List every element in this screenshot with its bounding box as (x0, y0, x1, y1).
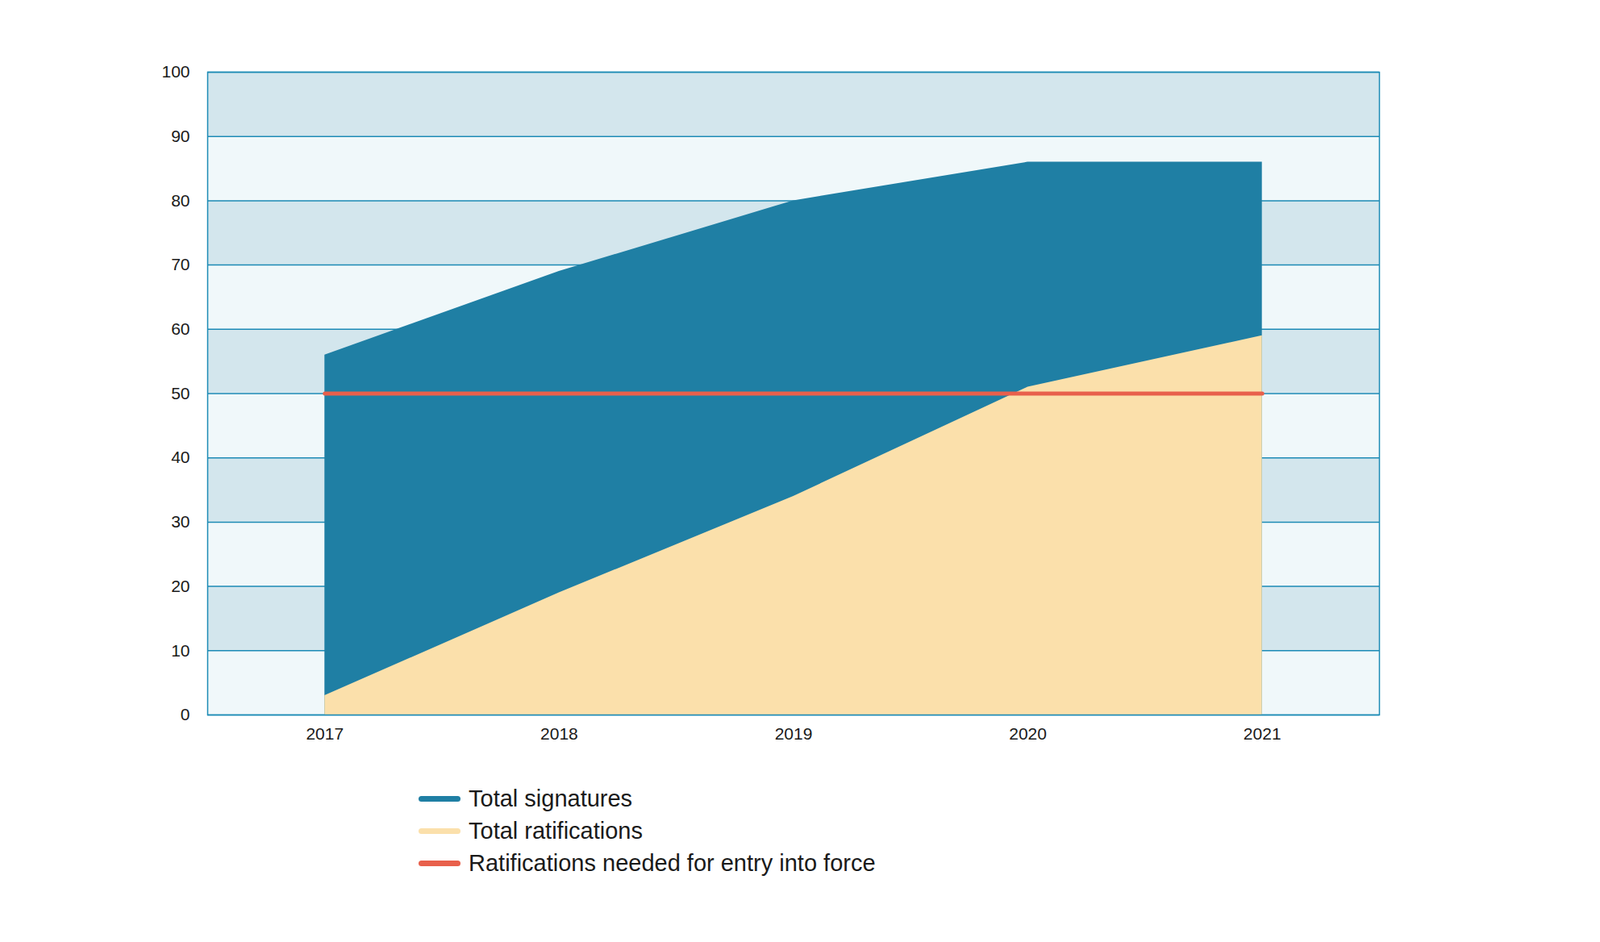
svg-text:40: 40 (170, 447, 190, 467)
svg-text:0: 0 (180, 704, 191, 724)
svg-text:2019: 2019 (775, 724, 813, 743)
svg-text:50: 50 (170, 383, 190, 403)
html-text:Total signatures: Total signatures (468, 785, 633, 811)
svg-text:2020: 2020 (1008, 724, 1047, 743)
svg-text:70: 70 (170, 254, 190, 274)
svg-text:80: 80 (170, 191, 190, 210)
svg-text:100: 100 (161, 62, 190, 81)
svg-text:60: 60 (170, 319, 190, 338)
svg-text:90: 90 (170, 126, 190, 146)
svg-text:2017: 2017 (305, 724, 344, 743)
html-text:Total ratifications: Total ratifications (468, 817, 643, 844)
svg-text:10: 10 (170, 641, 190, 660)
svg-text:2018: 2018 (540, 724, 579, 743)
svg-text:20: 20 (170, 576, 190, 596)
svg-text:2021: 2021 (1243, 724, 1282, 743)
svg-text:30: 30 (170, 512, 190, 531)
html-text:Ratifications needed for entry: Ratifications needed for entry into forc… (468, 849, 876, 876)
